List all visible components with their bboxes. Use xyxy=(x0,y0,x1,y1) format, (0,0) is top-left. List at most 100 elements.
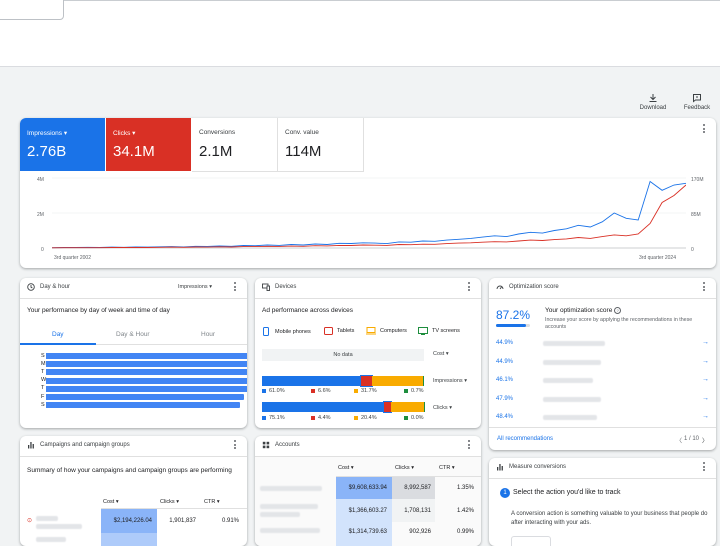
day-bar[interactable] xyxy=(46,369,247,376)
account-clicks: 902,926 xyxy=(409,529,431,535)
account-name-redacted xyxy=(543,360,601,365)
arrow-right-icon[interactable]: → xyxy=(702,395,709,402)
day-bar[interactable] xyxy=(46,402,240,409)
measure-card: Measure conversions 1 Select the action … xyxy=(489,458,716,546)
card-menu-icon[interactable] xyxy=(703,462,706,473)
pct-tablets: 4.4% xyxy=(311,415,331,421)
metric-conv-value[interactable]: Conv. value 114M xyxy=(278,118,364,172)
y-right-tick: 0 xyxy=(691,247,694,253)
download-button[interactable]: Download xyxy=(633,93,673,111)
optimization-score: 87.2% xyxy=(496,308,531,322)
day-bar[interactable] xyxy=(46,361,247,368)
card-menu-icon[interactable] xyxy=(468,282,471,293)
feedback-label: Feedback xyxy=(683,105,711,111)
arrow-right-icon[interactable]: → xyxy=(702,376,709,383)
arrow-right-icon[interactable]: → xyxy=(702,339,709,346)
dropdown-icon: ▾ xyxy=(449,405,452,411)
card-title: Campaigns and campaign groups xyxy=(40,442,130,448)
pager-prev[interactable]: 〈 xyxy=(676,439,683,445)
stack-segment[interactable] xyxy=(262,402,384,412)
metric-select-label: Impressions xyxy=(178,284,208,290)
stack-segment[interactable] xyxy=(262,376,361,386)
metric-label: Impressions xyxy=(27,130,63,137)
tv-icon xyxy=(418,327,428,335)
header-divider xyxy=(336,476,481,477)
arrow-right-icon[interactable]: → xyxy=(702,413,709,420)
feedback-button[interactable]: Feedback xyxy=(677,93,717,111)
clicks-heat-cell xyxy=(392,499,435,522)
y-left-tick: 2M xyxy=(37,212,44,218)
device-metric-select[interactable]: Impressions ▾ xyxy=(433,378,467,384)
card-title: Measure conversions xyxy=(509,464,567,470)
metric-conversions[interactable]: Conversions 2.1M xyxy=(192,118,278,172)
metric-select-label: Impressions xyxy=(433,378,463,384)
stack-segment[interactable] xyxy=(422,376,425,386)
campaign-ctr: 0.91% xyxy=(221,518,239,524)
day-bar[interactable] xyxy=(46,394,244,400)
tab-day-hour[interactable]: Day & Hour xyxy=(116,331,150,338)
card-menu-icon[interactable] xyxy=(703,282,706,293)
top-left-tab[interactable] xyxy=(0,0,64,20)
column-header-cost[interactable]: Cost ▾ xyxy=(338,465,354,471)
account-ctr: 0.99% xyxy=(456,529,474,535)
day-hour-card: Day & hour Impressions ▾ Your performanc… xyxy=(20,278,247,428)
metric-value: 2.1M xyxy=(199,143,233,160)
card-menu-icon[interactable] xyxy=(468,440,471,451)
pager-text: 1 / 10 xyxy=(684,436,700,442)
pct-tv: 0.7% xyxy=(404,388,424,394)
stack-segment[interactable] xyxy=(359,375,373,387)
pct-value: 0.0% xyxy=(411,415,424,421)
action-button[interactable] xyxy=(511,536,551,546)
column-header-ctr[interactable]: CTR ▾ xyxy=(439,465,455,471)
all-recommendations-link[interactable]: All recommendations xyxy=(497,436,554,442)
card-menu-icon[interactable] xyxy=(234,282,237,293)
pct-tablets: 6.6% xyxy=(311,388,331,394)
legend-computers: Computers xyxy=(366,327,407,335)
day-bar[interactable] xyxy=(46,385,247,392)
legend-mobile: Mobile phones xyxy=(263,327,311,336)
tab-divider xyxy=(20,344,247,345)
card-menu-icon[interactable] xyxy=(234,440,237,451)
stack-segment[interactable] xyxy=(371,376,423,386)
opt-account-score: 47.9% xyxy=(496,396,514,402)
arrow-right-icon[interactable]: → xyxy=(702,358,709,365)
stack-segment[interactable] xyxy=(382,401,392,413)
metric-label: Conversions xyxy=(199,129,236,136)
pct-value: 4.4% xyxy=(318,415,331,421)
day-bar[interactable] xyxy=(46,353,247,359)
card-subtitle: Ad performance across devices xyxy=(262,307,354,314)
metric-clicks[interactable]: Clicks ▾ 34.1M xyxy=(106,118,191,171)
tab-hour[interactable]: Hour xyxy=(201,331,216,338)
pager-next[interactable]: 〉 xyxy=(702,439,709,445)
x-start-label: 3rd quarter 2002 xyxy=(54,255,91,261)
column-header-clicks[interactable]: Clicks ▾ xyxy=(395,465,414,471)
stack-segment[interactable] xyxy=(390,402,424,412)
no-data-bar: No data xyxy=(262,349,424,361)
legend-swatch xyxy=(262,389,266,393)
y-left-tick: 0 xyxy=(41,247,44,253)
day-bar[interactable] xyxy=(46,377,247,384)
y-left-tick: 4M xyxy=(37,177,44,183)
overview-menu-icon[interactable] xyxy=(703,124,706,135)
day-label: S xyxy=(41,352,45,359)
metric-impressions[interactable]: Impressions ▾ 2.76B xyxy=(20,118,105,171)
column-header-cost[interactable]: Cost ▾ xyxy=(103,499,119,505)
column-header-clicks[interactable]: Clicks ▾ xyxy=(160,499,179,505)
tab-day[interactable]: Day xyxy=(52,331,64,338)
device-metric-select[interactable]: Clicks ▾ xyxy=(433,405,452,411)
legend-tablets: Tablets xyxy=(324,327,354,335)
clicks-stack-bar xyxy=(262,401,426,413)
sort-icon: ▾ xyxy=(176,499,179,505)
account-clicks: 1,708,131 xyxy=(404,508,431,514)
device-metric-select[interactable]: Cost ▾ xyxy=(433,351,449,357)
legend-label: Computers xyxy=(380,328,407,334)
sort-icon: ▾ xyxy=(411,465,414,471)
stack-segment[interactable] xyxy=(423,402,426,412)
column-header-label: Clicks xyxy=(160,499,175,505)
help-icon[interactable]: ? xyxy=(614,307,622,314)
metric-select[interactable]: Impressions ▾ xyxy=(178,284,212,290)
day-label: T xyxy=(41,368,45,375)
metric-label: Conv. value xyxy=(285,129,319,136)
column-header-ctr[interactable]: CTR ▾ xyxy=(204,499,220,505)
account-name-redacted xyxy=(543,397,601,402)
